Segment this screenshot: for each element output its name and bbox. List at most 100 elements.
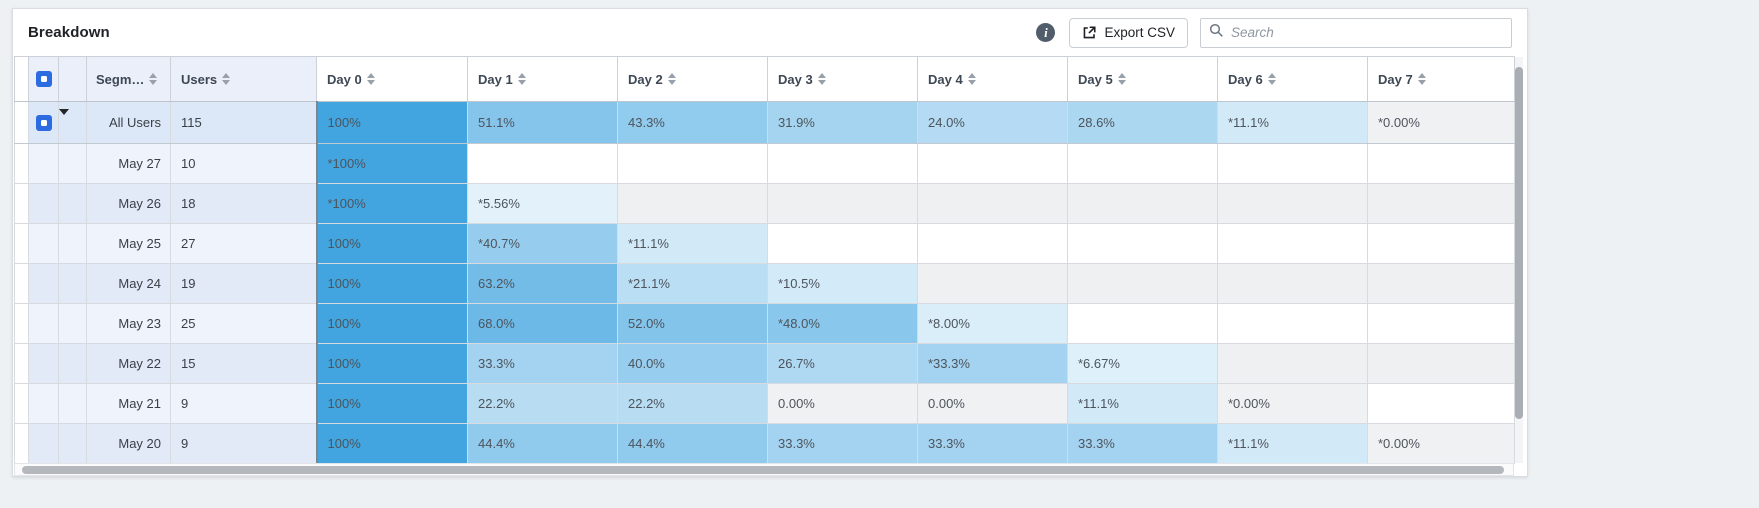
- day-value-cell[interactable]: 100%: [315, 263, 468, 304]
- day-value-cell[interactable]: *5.56%: [467, 183, 618, 224]
- vertical-scrollbar-thumb[interactable]: [1515, 67, 1523, 419]
- day-value-cell[interactable]: 43.3%: [617, 101, 768, 144]
- day-value-cell[interactable]: 31.9%: [767, 101, 918, 144]
- sort-icon[interactable]: [222, 73, 231, 85]
- sort-icon[interactable]: [967, 73, 976, 85]
- day-value-cell[interactable]: *11.1%: [1067, 383, 1218, 424]
- day-column-header[interactable]: Day 4: [917, 56, 1068, 102]
- day-value-cell[interactable]: 100%: [315, 223, 468, 264]
- day-value-cell: [1067, 183, 1218, 224]
- day-value-cell[interactable]: 100%: [315, 101, 468, 144]
- day-column-header[interactable]: Day 0: [316, 56, 468, 102]
- export-csv-button[interactable]: Export CSV: [1069, 17, 1188, 48]
- day-value-cell[interactable]: *10.5%: [767, 263, 918, 304]
- day-value-cell[interactable]: *11.1%: [1217, 423, 1368, 464]
- day-value-cell[interactable]: *40.7%: [467, 223, 618, 264]
- segment-cell: May 20: [86, 423, 171, 464]
- row-expand-cell: [58, 383, 87, 424]
- day-value-cell[interactable]: 100%: [315, 343, 468, 384]
- day-value-cell[interactable]: 22.2%: [467, 383, 618, 424]
- day-value-cell[interactable]: *100%: [315, 183, 468, 224]
- day-value-cell[interactable]: *6.67%: [1067, 343, 1218, 384]
- day-value-cell[interactable]: 24.0%: [917, 101, 1068, 144]
- day-value-cell: [1067, 263, 1218, 304]
- day-value-cell[interactable]: 100%: [315, 383, 468, 424]
- checkbox-partial-mark: [40, 119, 47, 126]
- users-cell: 27: [170, 223, 317, 264]
- day-value-cell[interactable]: *11.1%: [1217, 101, 1368, 144]
- checkbox-partial-mark: [40, 76, 47, 82]
- info-icon[interactable]: i: [1036, 23, 1056, 42]
- day-value-cell[interactable]: 100%: [315, 303, 468, 344]
- search-input[interactable]: [1231, 25, 1503, 40]
- table-row: May 27 10 *100%: [14, 143, 1515, 184]
- horizontal-scrollbar-thumb[interactable]: [22, 466, 1504, 474]
- day-value-cell[interactable]: 33.3%: [467, 343, 618, 384]
- day-value-cell[interactable]: 0.00%: [767, 383, 918, 424]
- sort-icon[interactable]: [667, 73, 676, 85]
- row-expand-cell: [58, 303, 87, 344]
- sort-icon[interactable]: [1267, 73, 1276, 85]
- segment-cell: May 22: [86, 343, 171, 384]
- day-value-cell[interactable]: 44.4%: [617, 423, 768, 464]
- day-value-cell: [1217, 183, 1368, 224]
- expand-caret-icon[interactable]: [59, 109, 69, 130]
- row-checkbox[interactable]: [35, 71, 52, 87]
- day-value-cell[interactable]: 22.2%: [617, 383, 768, 424]
- day-value-cell: [1067, 303, 1218, 344]
- sort-icon[interactable]: [149, 73, 158, 85]
- day-value-cell[interactable]: 33.3%: [767, 423, 918, 464]
- segment-column-header[interactable]: Segm…: [86, 56, 171, 102]
- users-column-header[interactable]: Users: [170, 56, 317, 102]
- header-checkbox-cell: [28, 56, 59, 102]
- day-value-cell: [1367, 143, 1515, 184]
- sort-icon[interactable]: [817, 73, 826, 85]
- day-value-cell[interactable]: *0.00%: [1367, 101, 1515, 144]
- sort-icon[interactable]: [1117, 73, 1126, 85]
- horizontal-scrollbar-track[interactable]: [14, 463, 1514, 476]
- users-header-label: Users: [181, 71, 218, 87]
- day-value-cell[interactable]: 52.0%: [617, 303, 768, 344]
- users-cell: 15: [170, 343, 317, 384]
- day-value-cell[interactable]: 68.0%: [467, 303, 618, 344]
- breakdown-table: Segm… Users Day 0 Day 1 Day 2 Day 3 Day 4 Day 5…: [14, 56, 1515, 464]
- day-value-cell[interactable]: 63.2%: [467, 263, 618, 304]
- day-value-cell: [1217, 343, 1368, 384]
- sort-icon[interactable]: [366, 73, 375, 85]
- day-column-header[interactable]: Day 2: [617, 56, 768, 102]
- day-value-cell[interactable]: 44.4%: [467, 423, 618, 464]
- day-value-cell[interactable]: 100%: [315, 423, 468, 464]
- row-checkbox[interactable]: [35, 114, 52, 131]
- day-value-cell[interactable]: 0.00%: [917, 383, 1068, 424]
- day-value-cell: [1067, 143, 1218, 184]
- day-column-header[interactable]: Day 5: [1067, 56, 1218, 102]
- day-value-cell: [1217, 223, 1368, 264]
- sort-icon[interactable]: [1417, 73, 1426, 85]
- day-value-cell[interactable]: 33.3%: [1067, 423, 1218, 464]
- day-value-cell[interactable]: *100%: [315, 143, 468, 184]
- day-value-cell[interactable]: *21.1%: [617, 263, 768, 304]
- day-column-header[interactable]: Day 7: [1367, 56, 1515, 102]
- day-value-cell[interactable]: 40.0%: [617, 343, 768, 384]
- vertical-scrollbar-track[interactable]: [1515, 57, 1523, 463]
- day-value-cell[interactable]: *48.0%: [767, 303, 918, 344]
- search-icon: [1209, 23, 1231, 43]
- day-value-cell[interactable]: 51.1%: [467, 101, 618, 144]
- day-value-cell[interactable]: 33.3%: [917, 423, 1068, 464]
- day-value-cell[interactable]: *0.00%: [1217, 383, 1368, 424]
- day-column-header[interactable]: Day 1: [467, 56, 618, 102]
- day-value-cell[interactable]: *0.00%: [1367, 423, 1515, 464]
- day-column-header[interactable]: Day 3: [767, 56, 918, 102]
- day-column-header[interactable]: Day 6: [1217, 56, 1368, 102]
- day-value-cell: [617, 143, 768, 184]
- sort-icon[interactable]: [517, 73, 526, 85]
- row-spacer-cell: [14, 263, 29, 304]
- day-value-cell[interactable]: *33.3%: [917, 343, 1068, 384]
- day-value-cell[interactable]: *11.1%: [617, 223, 768, 264]
- day-value-cell: [1367, 223, 1515, 264]
- day-header-label: Day 7: [1378, 71, 1413, 87]
- day-value-cell[interactable]: *8.00%: [917, 303, 1068, 344]
- day-value-cell[interactable]: 28.6%: [1067, 101, 1218, 144]
- day-value-cell[interactable]: 26.7%: [767, 343, 918, 384]
- header-row: Segm… Users Day 0 Day 1 Day 2 Day 3 Day 4 Day 5…: [14, 56, 1515, 102]
